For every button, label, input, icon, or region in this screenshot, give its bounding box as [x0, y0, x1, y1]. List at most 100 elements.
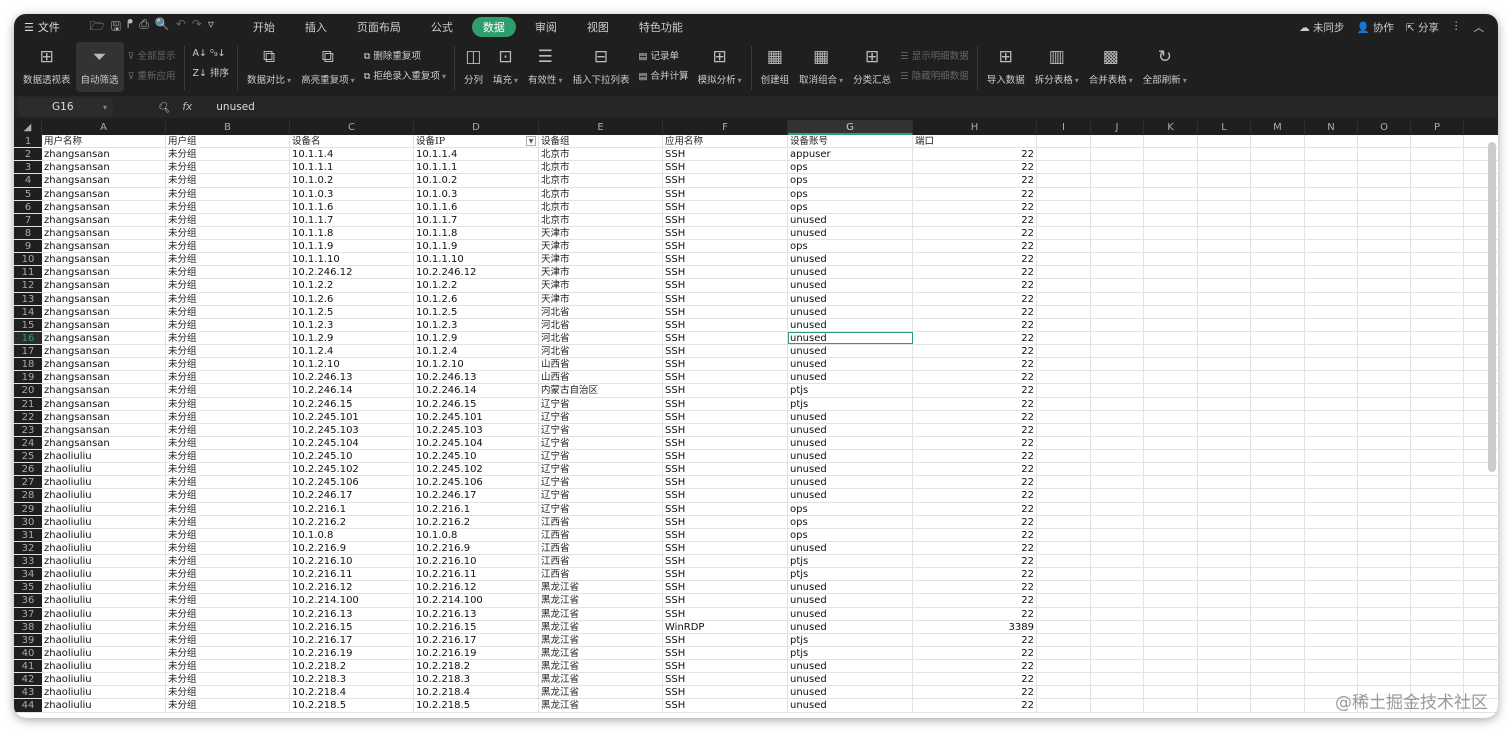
cell-D44[interactable]: 10.2.218.5 — [414, 699, 539, 712]
row-number[interactable]: 26 — [14, 463, 42, 476]
cell-E42[interactable]: 黑龙江省 — [539, 673, 663, 686]
row-number[interactable]: 5 — [14, 187, 42, 200]
cell-G23[interactable]: unused — [788, 423, 913, 436]
cell-C1[interactable]: 设备名 — [290, 135, 414, 148]
cell-G10[interactable]: unused — [788, 253, 913, 266]
cell-A8[interactable]: zhangsansan — [42, 226, 166, 239]
row-number[interactable]: 42 — [14, 673, 42, 686]
cell-F21[interactable]: SSH — [663, 397, 788, 410]
cell-A44[interactable]: zhaoliuliu — [42, 699, 166, 712]
cell-L41[interactable] — [1198, 660, 1251, 673]
cell-C39[interactable]: 10.2.216.17 — [290, 633, 414, 646]
cell-H10[interactable]: 22 — [913, 253, 1037, 266]
cell-L36[interactable] — [1198, 594, 1251, 607]
column-header-D[interactable]: D — [414, 120, 539, 135]
cell-K7[interactable] — [1144, 213, 1198, 226]
select-all-corner[interactable]: ◢ — [14, 120, 42, 135]
pivot-table-button[interactable]: ⊞ 数据透视表 — [18, 42, 76, 92]
cell-C8[interactable]: 10.1.1.8 — [290, 226, 414, 239]
cell-G6[interactable]: ops — [788, 200, 913, 213]
cell-I36[interactable] — [1037, 594, 1091, 607]
cell-K19[interactable] — [1144, 371, 1198, 384]
cell-I25[interactable] — [1037, 450, 1091, 463]
cell-N30[interactable] — [1305, 515, 1358, 528]
cell-G2[interactable]: appuser — [788, 148, 913, 161]
row-number[interactable]: 20 — [14, 384, 42, 397]
cell-E27[interactable]: 辽宁省 — [539, 476, 663, 489]
cell-K37[interactable] — [1144, 607, 1198, 620]
cell-F4[interactable]: SSH — [663, 174, 788, 187]
cell-G11[interactable]: unused — [788, 266, 913, 279]
cell-O37[interactable] — [1358, 607, 1411, 620]
cell-M42[interactable] — [1251, 673, 1305, 686]
cell-O23[interactable] — [1358, 423, 1411, 436]
cell-I38[interactable] — [1037, 620, 1091, 633]
cell-G18[interactable]: unused — [788, 358, 913, 371]
cell-A41[interactable]: zhaoliuliu — [42, 660, 166, 673]
cell-O5[interactable] — [1358, 187, 1411, 200]
cell-K16[interactable] — [1144, 331, 1198, 344]
cell-M26[interactable] — [1251, 463, 1305, 476]
tab-2[interactable]: 页面布局 — [356, 21, 401, 34]
cell-C19[interactable]: 10.2.246.13 — [290, 371, 414, 384]
cell-I4[interactable] — [1037, 174, 1091, 187]
cell-N1[interactable] — [1305, 135, 1358, 148]
cell-O31[interactable] — [1358, 528, 1411, 541]
cell-B26[interactable]: 未分组 — [166, 463, 290, 476]
vertical-scrollbar[interactable] — [1488, 142, 1496, 472]
cell-G1[interactable]: 设备账号 — [788, 135, 913, 148]
cell-K1[interactable] — [1144, 135, 1198, 148]
cell-G30[interactable]: ops — [788, 515, 913, 528]
cell-G9[interactable]: ops — [788, 240, 913, 253]
cell-G21[interactable]: ptjs — [788, 397, 913, 410]
row-number[interactable]: 23 — [14, 423, 42, 436]
cell-N23[interactable] — [1305, 423, 1358, 436]
cell-B20[interactable]: 未分组 — [166, 384, 290, 397]
name-box[interactable]: G16 ▾ — [18, 98, 113, 116]
row-number[interactable]: 2 — [14, 148, 42, 161]
cell-N26[interactable] — [1305, 463, 1358, 476]
cell-I23[interactable] — [1037, 423, 1091, 436]
share-button[interactable]: ⇱ 分享 — [1405, 21, 1439, 34]
cell-J29[interactable] — [1091, 502, 1144, 515]
cell-J38[interactable] — [1091, 620, 1144, 633]
more-vert-icon[interactable]: ⋮ — [1451, 19, 1462, 32]
cell-E10[interactable]: 天津市 — [539, 253, 663, 266]
sheet-grid[interactable]: ◢ A B C D E F G H I J K L M N O P 1 用户名称 用户组 设备名 设备IP ▼ 设备组 应用名… — [14, 120, 1498, 718]
cell-A32[interactable]: zhaoliuliu — [42, 541, 166, 554]
cell-H19[interactable]: 22 — [913, 371, 1037, 384]
cell-F25[interactable]: SSH — [663, 450, 788, 463]
cell-E36[interactable]: 黑龙江省 — [539, 594, 663, 607]
cell-G14[interactable]: unused — [788, 305, 913, 318]
cell-E7[interactable]: 北京市 — [539, 213, 663, 226]
collab-button[interactable]: 👤 协作 — [1356, 21, 1394, 34]
cell-F15[interactable]: SSH — [663, 318, 788, 331]
cell-O21[interactable] — [1358, 397, 1411, 410]
cell-K8[interactable] — [1144, 226, 1198, 239]
cell-P19[interactable] — [1411, 371, 1464, 384]
cell-J12[interactable] — [1091, 279, 1144, 292]
cell-E38[interactable]: 黑龙江省 — [539, 620, 663, 633]
cell-I1[interactable] — [1037, 135, 1091, 148]
cell-E17[interactable]: 河北省 — [539, 345, 663, 358]
cell-C29[interactable]: 10.2.216.1 — [290, 502, 414, 515]
cell-L42[interactable] — [1198, 673, 1251, 686]
column-header-N[interactable]: N — [1305, 120, 1358, 135]
cell-I26[interactable] — [1037, 463, 1091, 476]
cell-H16[interactable]: 22 — [913, 331, 1037, 344]
cell-K41[interactable] — [1144, 660, 1198, 673]
cell-E21[interactable]: 辽宁省 — [539, 397, 663, 410]
cell-N11[interactable] — [1305, 266, 1358, 279]
cell-D37[interactable]: 10.2.216.13 — [414, 607, 539, 620]
tab-0[interactable]: 开始 — [252, 21, 275, 34]
row-number[interactable]: 21 — [14, 397, 42, 410]
split-column-button[interactable]: ◫ 分列 — [459, 42, 488, 92]
file-menu[interactable]: ☰ 文件 — [24, 19, 60, 35]
row-number[interactable]: 4 — [14, 174, 42, 187]
cell-C15[interactable]: 10.1.2.3 — [290, 318, 414, 331]
cell-F32[interactable]: SSH — [663, 541, 788, 554]
cell-M20[interactable] — [1251, 384, 1305, 397]
cell-L33[interactable] — [1198, 555, 1251, 568]
row-number[interactable]: 24 — [14, 436, 42, 449]
cell-J42[interactable] — [1091, 673, 1144, 686]
